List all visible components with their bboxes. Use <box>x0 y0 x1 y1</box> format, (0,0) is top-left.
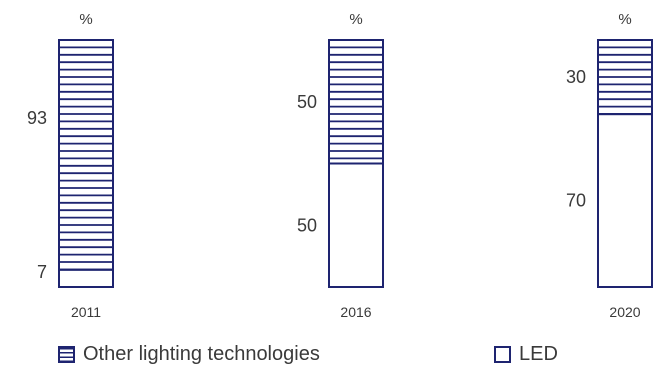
category-label-2020: 2020 <box>609 304 640 320</box>
unit-label-2016: % <box>349 11 362 28</box>
bar-segment-other-2016 <box>328 39 384 165</box>
category-label-2016: 2016 <box>340 304 371 320</box>
value-label-led-2016: 50 <box>297 215 317 235</box>
bar-group-2011 <box>58 39 114 288</box>
category-label-2011: 2011 <box>71 304 101 320</box>
bar-group-2016 <box>328 39 384 288</box>
value-label-other-2020: 30 <box>566 67 586 87</box>
value-label-other-2016: 50 <box>297 92 317 112</box>
bar-segment-led-2016 <box>328 162 384 288</box>
unit-label-2020: % <box>618 11 631 28</box>
bar-segment-led-2011 <box>58 268 114 288</box>
unit-label-2011: % <box>79 11 92 28</box>
legend-item-other: Other lighting technologies <box>58 342 320 366</box>
legend-label-led: LED <box>519 342 558 365</box>
stacked-bar-chart: % 2011 93 7% 2016 50 50% 2020 30 70 <box>27 11 653 320</box>
bar-group-2020 <box>597 39 653 288</box>
bar-segment-other-2011 <box>58 39 114 271</box>
striped-swatch-icon <box>58 345 75 363</box>
value-label-other-2011: 93 <box>27 108 47 128</box>
legend-item-led: LED <box>494 342 558 366</box>
bar-segment-led-2020 <box>597 113 653 288</box>
value-label-led-2020: 70 <box>566 191 586 211</box>
legend-label-other: Other lighting technologies <box>83 342 320 365</box>
value-label-led-2011: 7 <box>37 262 47 282</box>
empty-swatch-icon <box>494 345 511 363</box>
